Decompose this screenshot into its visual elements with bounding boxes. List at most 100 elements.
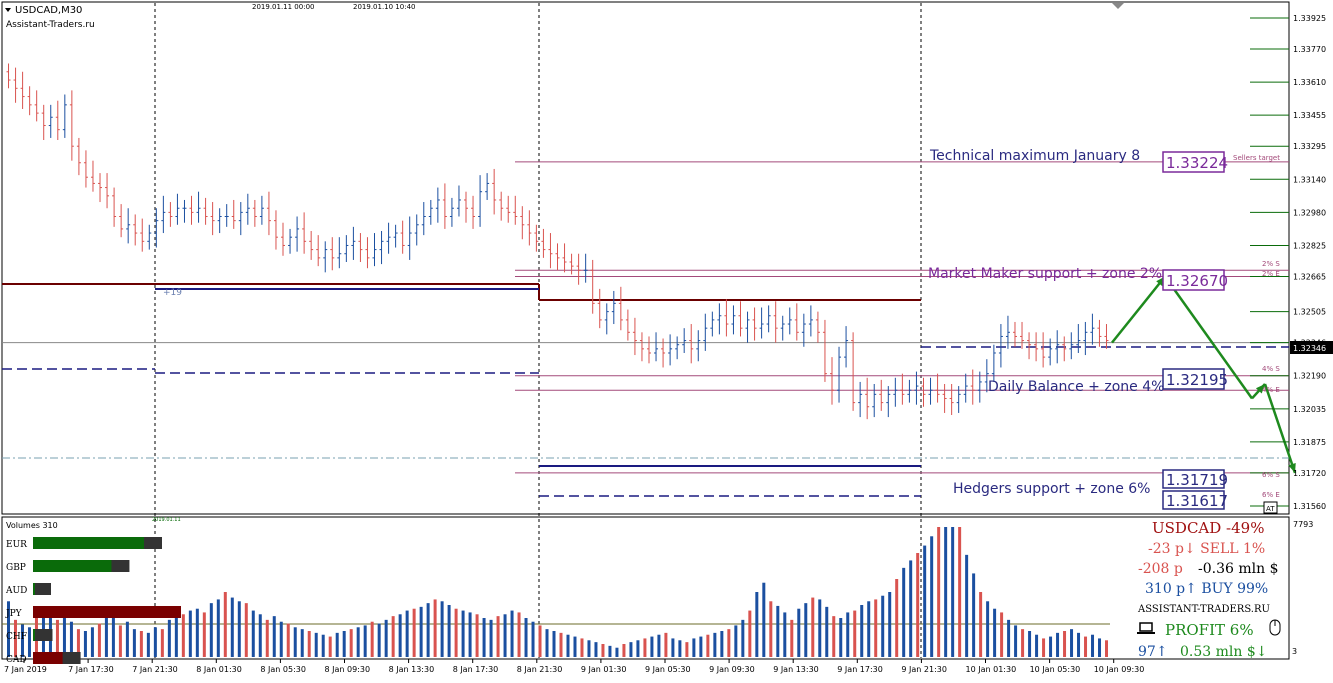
candle (970, 369, 975, 405)
volume-bar (300, 629, 304, 657)
volume-bar (916, 553, 920, 657)
at-button[interactable] (1263, 501, 1278, 514)
main-panel (1, 1, 1290, 515)
candle (1027, 332, 1032, 360)
volume-bar (27, 627, 31, 657)
candle (20, 71, 25, 109)
volume-bar (454, 608, 458, 657)
time-tick-label: 9 Jan 05:30 (645, 665, 691, 674)
svg-text:1.31617: 1.31617 (1166, 492, 1228, 510)
candle (126, 208, 131, 244)
volume-bar (496, 616, 500, 657)
volume-bar (846, 612, 850, 657)
volume-bar (251, 610, 255, 657)
volume-bar (881, 595, 885, 657)
volume-bar (83, 631, 87, 657)
candle (991, 344, 996, 382)
volume-bar (335, 632, 339, 657)
volume-bar (377, 623, 381, 657)
price-tick-label: 1.32980 (1293, 208, 1326, 217)
volume-bar (132, 629, 136, 657)
candle (407, 216, 412, 260)
time-axis: 7 Jan 2019 7 Jan 17:30 7 Jan 21:30 8 Jan 01… (4, 659, 1144, 674)
volume-bar (195, 608, 199, 657)
volume-bar (328, 636, 332, 657)
volume-bar (748, 610, 752, 657)
candle (534, 224, 539, 252)
forecast-arrow-head (1288, 462, 1296, 473)
volume-bar (510, 610, 514, 657)
price-tick-label: 1.32035 (1293, 405, 1326, 414)
volume-bar (601, 644, 605, 657)
currency-label: CAD (6, 655, 27, 665)
volume-bar (769, 601, 773, 657)
candle (977, 371, 982, 403)
time-tick-label: 9 Jan 21:30 (901, 665, 947, 674)
volume-bar (279, 621, 283, 657)
candle (478, 175, 483, 227)
candle (281, 222, 286, 256)
candle (6, 63, 11, 89)
candle (302, 212, 307, 254)
candle (738, 301, 743, 337)
candle (196, 191, 201, 223)
volume-bar (832, 616, 836, 657)
candle (421, 202, 426, 236)
volume-bar (244, 603, 248, 657)
candle (858, 381, 863, 418)
price-box-lower: 1.31617 (1162, 490, 1228, 510)
currency-label: EUR (6, 540, 27, 550)
volumes-title: Volumes 310 (6, 521, 58, 530)
volume-bar (1056, 632, 1060, 657)
volume-bar (713, 632, 717, 657)
time-tick-label: 8 Jan 09:30 (325, 665, 371, 674)
candle (548, 233, 553, 269)
level-label-hedgers: Hedgers support + zone 6% (953, 481, 1150, 497)
volume-bar (20, 624, 24, 657)
volume-bar (545, 629, 549, 657)
volume-bar (314, 632, 318, 657)
candle (13, 67, 18, 103)
volume-bar (818, 599, 822, 657)
volume-bar (1105, 640, 1109, 657)
tag-2e: 2% E (1262, 270, 1280, 278)
candle (865, 377, 870, 420)
candle (942, 384, 947, 413)
info-panel: USDCAD -49% -23 p↓ SELL 1% -208 p -0.36 … (1137, 519, 1281, 660)
candle (752, 307, 757, 341)
candle (442, 183, 447, 229)
candle (639, 332, 644, 362)
candle (245, 193, 250, 225)
candle (696, 330, 701, 362)
volume-bar (657, 634, 661, 657)
mouse-icon[interactable] (1269, 619, 1281, 636)
volume-bar (90, 627, 94, 657)
candle (400, 220, 405, 254)
dropdown-triangle-icon[interactable] (5, 8, 11, 12)
price-tick-label: 1.33770 (1293, 45, 1326, 54)
candle (555, 243, 560, 271)
volume-bar (153, 627, 157, 657)
candle (949, 384, 954, 416)
candle (393, 224, 398, 248)
candle (273, 210, 278, 250)
svg-text:1.32195: 1.32195 (1166, 371, 1228, 389)
candle (527, 210, 532, 246)
currency-bar-fill (33, 537, 144, 549)
scroll-marker-icon[interactable] (1112, 3, 1124, 9)
sub-mark: 2019.01.11 (152, 517, 181, 523)
candle (69, 90, 74, 161)
volume-bar (1063, 631, 1067, 657)
price-tick-label: 1.33925 (1293, 14, 1326, 23)
price-tick-label: 1.31720 (1293, 469, 1326, 478)
volume-bar (1049, 636, 1053, 657)
volume-bar (958, 527, 962, 657)
price-box-hedgers: 1.31719 (1162, 469, 1228, 489)
tag-4e: 4% E (1262, 386, 1280, 394)
volume-bar (398, 614, 402, 657)
volume-bar (699, 636, 703, 657)
volume-bar (825, 606, 829, 657)
volume-bar (776, 605, 780, 657)
volume-bar (853, 610, 857, 657)
volume-bar (1028, 631, 1032, 657)
